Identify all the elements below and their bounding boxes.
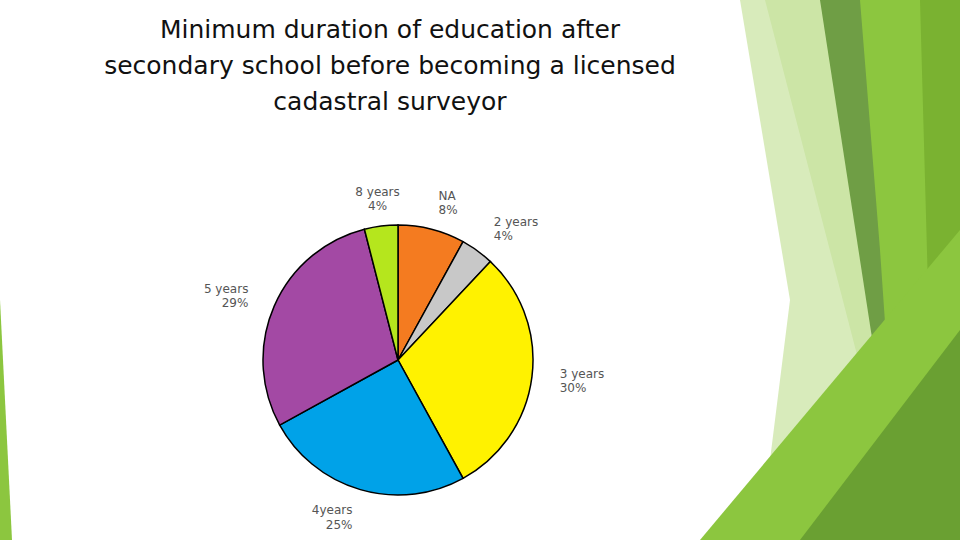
svg-text:NA8%: NA8% bbox=[439, 189, 458, 217]
svg-text:5 years29%: 5 years29% bbox=[204, 282, 248, 310]
svg-text:4years25%: 4years25% bbox=[312, 503, 353, 531]
svg-text:8 years4%: 8 years4% bbox=[355, 185, 399, 213]
html-text:Minimum duration of education: Minimum duration of education after seco… bbox=[104, 15, 676, 116]
svg-text:2 years4%: 2 years4% bbox=[494, 215, 538, 243]
svg-text:3 years30%: 3 years30% bbox=[560, 367, 604, 395]
